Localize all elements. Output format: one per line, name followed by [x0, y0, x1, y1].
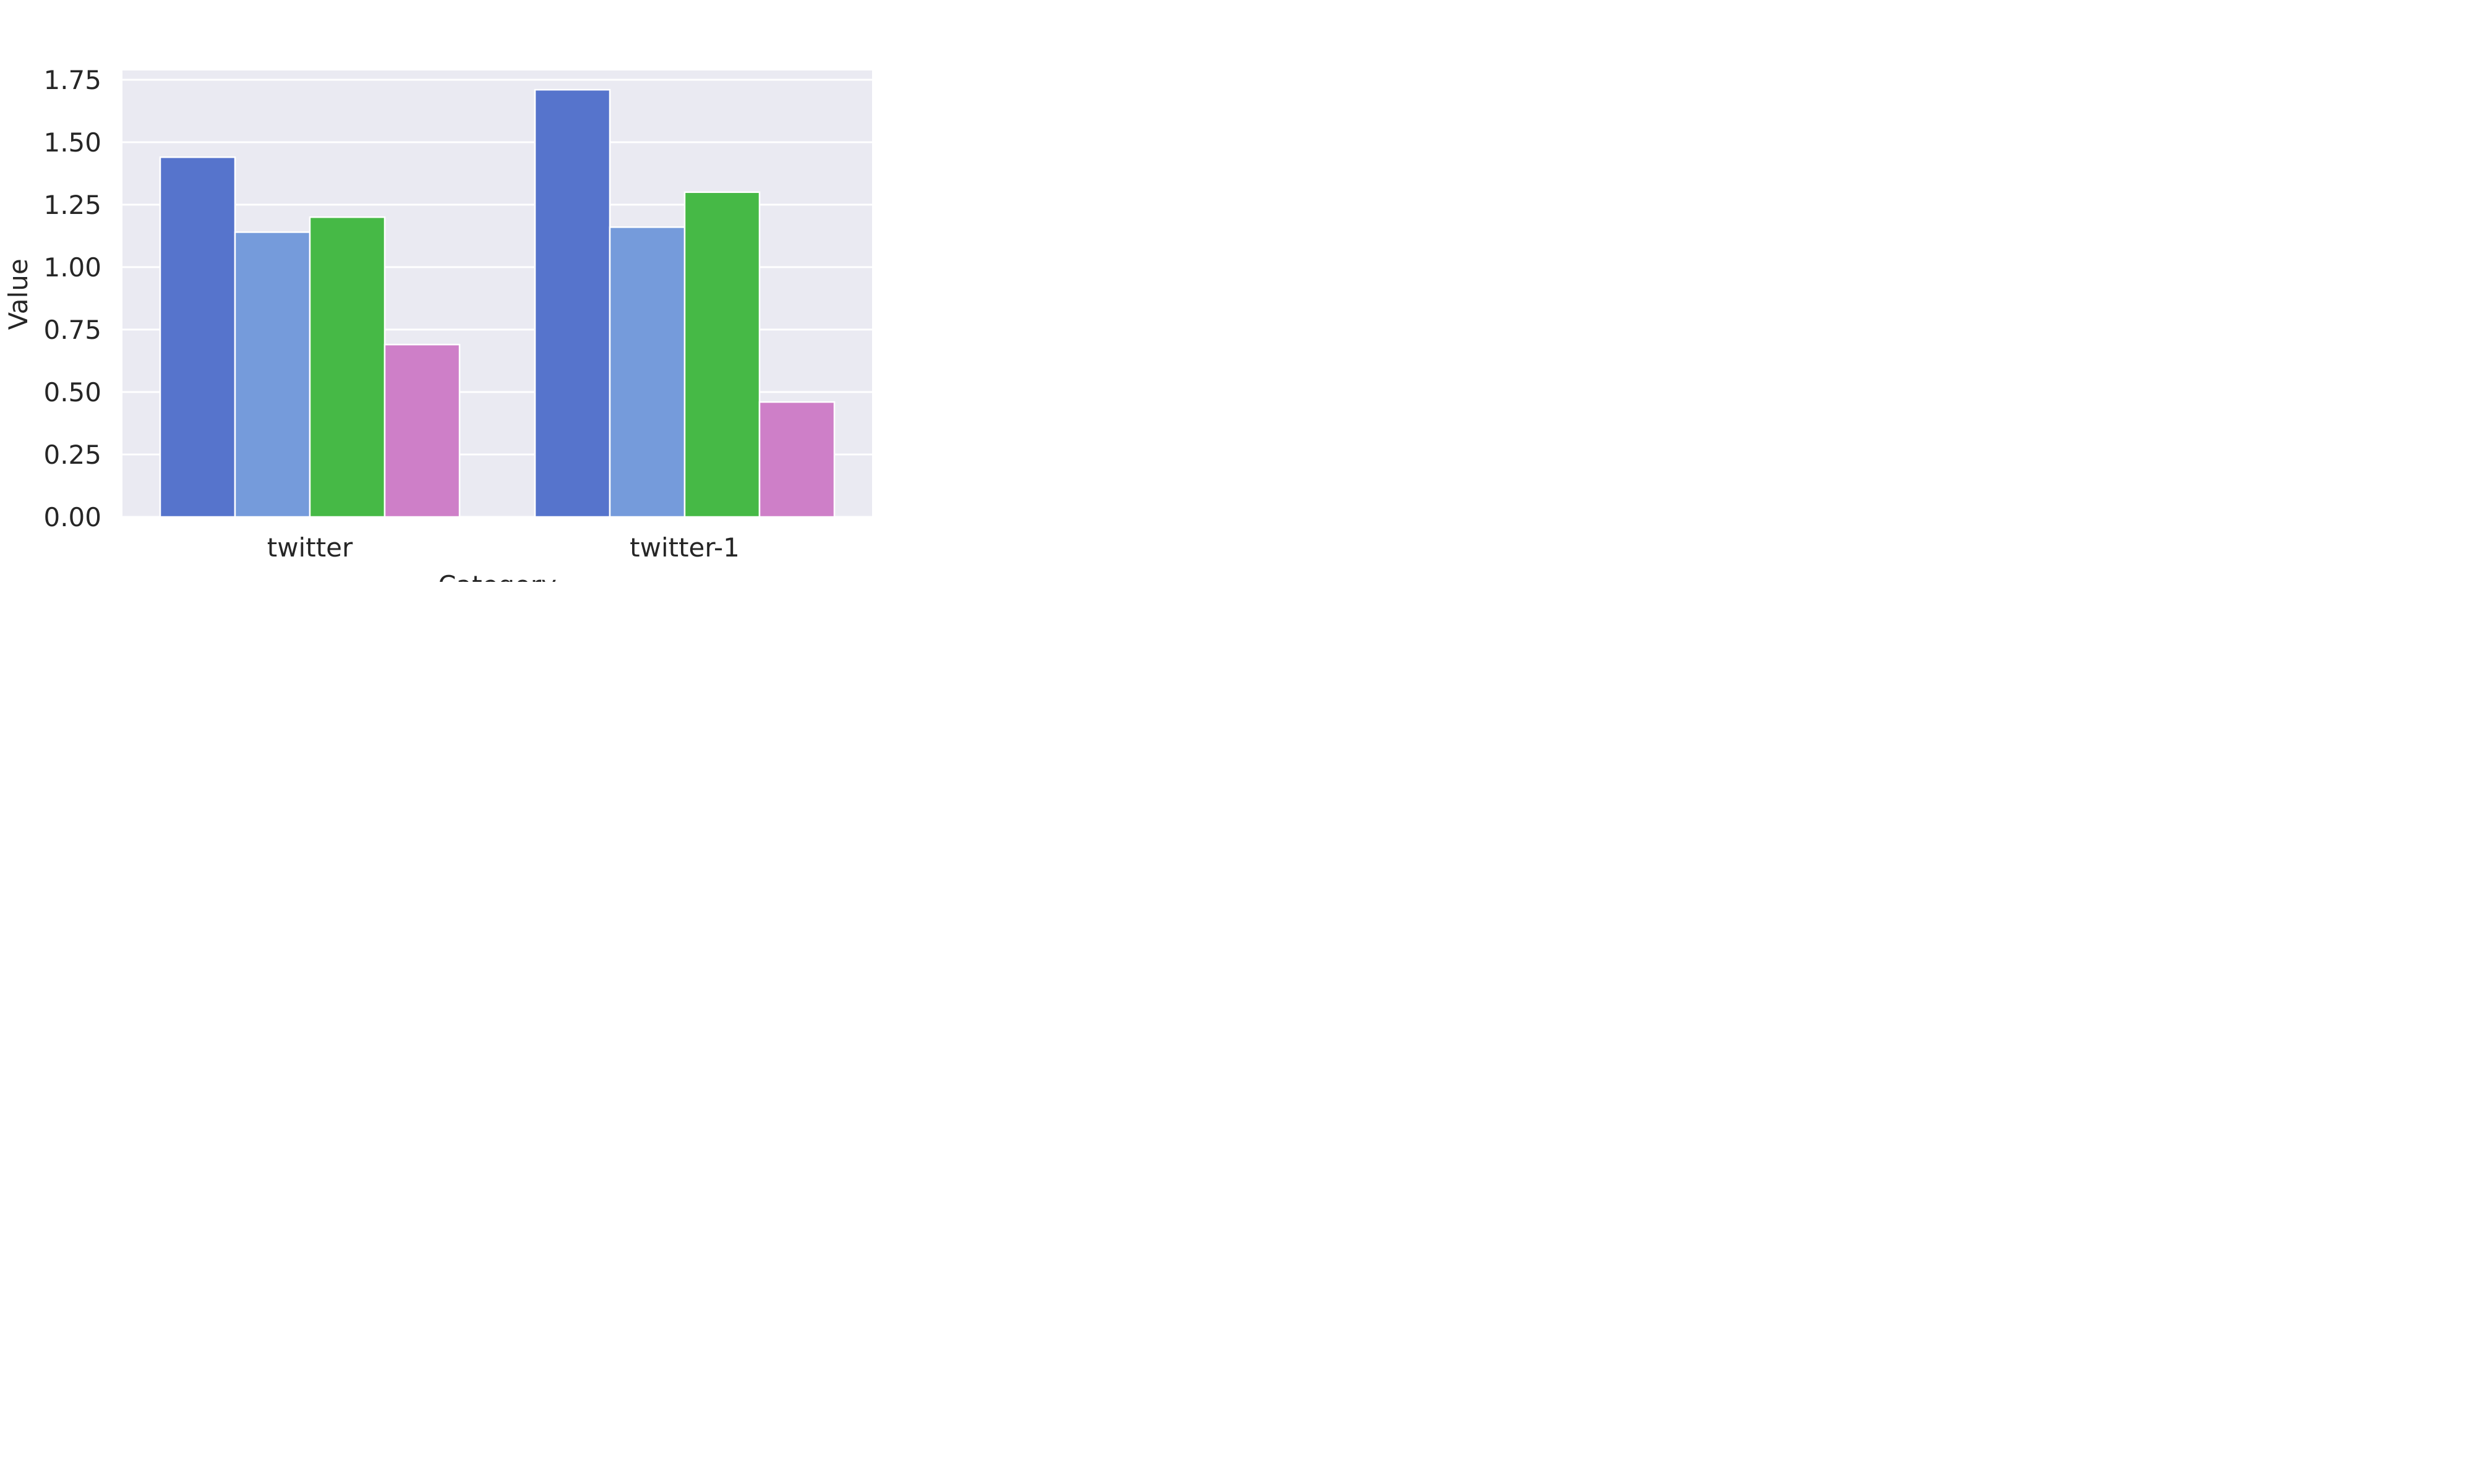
bar: [159, 156, 236, 518]
y-tick-labels: 0.00 0.25 0.50 0.75 1.00 1.25 1.50 1.75: [43, 65, 101, 532]
y-tick-label: 0.00: [43, 502, 101, 532]
bar: [609, 226, 686, 518]
bar: [309, 216, 386, 518]
bar: [383, 343, 461, 518]
bar: [758, 401, 836, 518]
bar: [234, 231, 311, 518]
y-tick-label: 0.75: [43, 315, 101, 345]
x-tick-label: twitter-1: [630, 532, 740, 563]
bar: [534, 88, 611, 518]
y-tick-label: 0.50: [43, 377, 101, 407]
y-tick-label: 1.75: [43, 65, 101, 95]
x-tick-label: twitter: [267, 532, 353, 563]
bar-chart: 0.00 0.25 0.50 0.75 1.00 1.25 1.50 1.75 twitter…: [3, 65, 872, 582]
y-tick-label: 1.50: [43, 127, 101, 158]
bar: [683, 191, 761, 518]
bars: [159, 88, 836, 518]
x-tick-labels: twitter twitter-1: [267, 532, 740, 563]
y-axis-label: Value: [3, 258, 33, 330]
x-axis-label: Category: [438, 570, 557, 582]
y-tick-label: 0.25: [43, 440, 101, 470]
y-tick-label: 1.25: [43, 190, 101, 220]
y-tick-label: 1.00: [43, 252, 101, 283]
